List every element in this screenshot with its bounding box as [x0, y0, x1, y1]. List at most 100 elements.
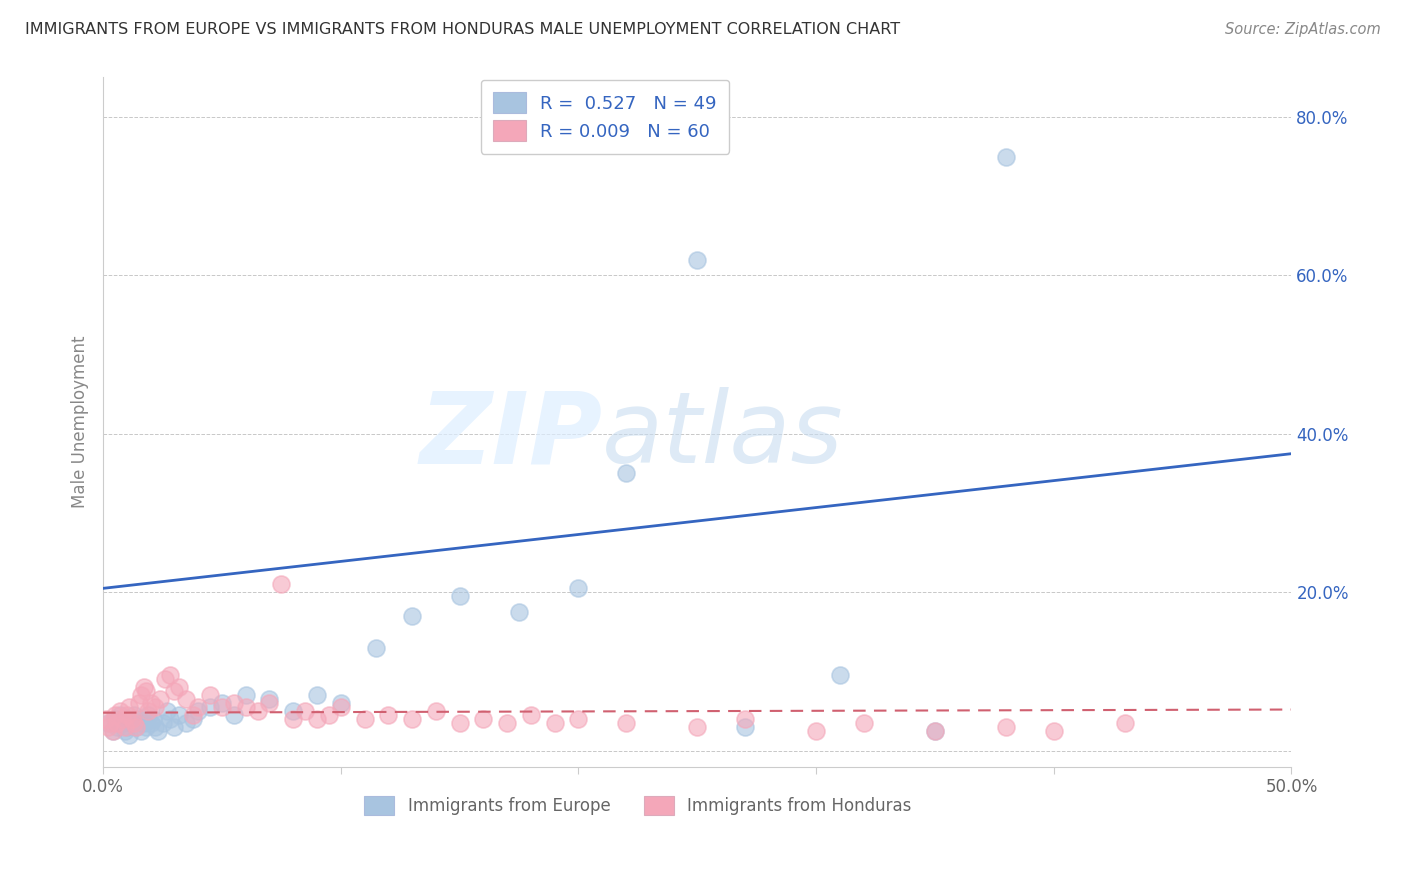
Point [118, 728, 141, 742]
Point [222, 708, 245, 723]
Point [97, 720, 120, 734]
Point [828, 668, 851, 682]
Point [94, 712, 117, 726]
Point [614, 467, 637, 481]
Point [259, 696, 281, 710]
Text: atlas: atlas [602, 387, 844, 484]
Point [425, 704, 447, 718]
Point [567, 582, 589, 596]
Point [614, 716, 637, 731]
Point [183, 708, 205, 723]
Point [136, 708, 159, 723]
Point [353, 712, 375, 726]
Point [121, 716, 143, 731]
Text: IMMIGRANTS FROM EUROPE VS IMMIGRANTS FROM HONDURAS MALE UNEMPLOYMENT CORRELATION: IMMIGRANTS FROM EUROPE VS IMMIGRANTS FRO… [25, 22, 900, 37]
Point [235, 688, 257, 702]
Point [567, 712, 589, 726]
Point [198, 700, 221, 714]
Point [125, 720, 148, 734]
Point [104, 712, 127, 726]
Point [121, 712, 143, 726]
Point [1042, 723, 1064, 738]
Point [520, 708, 543, 723]
Point [132, 681, 155, 695]
Point [115, 712, 138, 726]
Point [401, 712, 423, 726]
Point [924, 723, 946, 738]
Legend: Immigrants from Europe, Immigrants from Honduras: Immigrants from Europe, Immigrants from … [356, 788, 920, 823]
Text: ZIP: ZIP [419, 387, 602, 484]
Point [305, 688, 328, 702]
Point [804, 723, 827, 738]
Point [176, 716, 198, 731]
Point [159, 712, 181, 726]
Point [122, 708, 145, 723]
Point [852, 716, 875, 731]
Point [283, 712, 305, 726]
Point [167, 708, 190, 723]
Point [329, 696, 352, 710]
Point [136, 704, 159, 718]
Point [259, 692, 281, 706]
Point [125, 720, 148, 734]
Point [318, 708, 340, 723]
Point [111, 712, 134, 726]
Point [377, 708, 399, 723]
Point [129, 688, 152, 702]
Point [128, 696, 150, 710]
Point [187, 704, 209, 718]
Point [163, 720, 186, 734]
Point [222, 696, 245, 710]
Text: Source: ZipAtlas.com: Source: ZipAtlas.com [1225, 22, 1381, 37]
Point [508, 605, 530, 619]
Point [496, 716, 519, 731]
Point [294, 704, 316, 718]
Point [283, 704, 305, 718]
Point [235, 700, 257, 714]
Point [1114, 716, 1136, 731]
Point [128, 712, 150, 726]
Point [211, 696, 233, 710]
Point [163, 684, 186, 698]
Point [135, 684, 157, 698]
Y-axis label: Male Unemployment: Male Unemployment [72, 335, 89, 508]
Point [187, 700, 209, 714]
Point [135, 720, 157, 734]
Point [167, 681, 190, 695]
Point [153, 673, 176, 687]
Point [115, 720, 138, 734]
Point [108, 708, 131, 723]
Point [101, 723, 124, 738]
Point [129, 723, 152, 738]
Point [105, 716, 128, 731]
Point [686, 720, 709, 734]
Point [108, 704, 131, 718]
Point [149, 692, 172, 706]
Point [98, 716, 121, 731]
Point [183, 712, 205, 726]
Point [995, 150, 1018, 164]
Point [114, 723, 136, 738]
Point [145, 700, 167, 714]
Point [132, 716, 155, 731]
Point [104, 708, 127, 723]
Point [156, 704, 179, 718]
Point [924, 723, 946, 738]
Point [145, 720, 167, 734]
Point [449, 589, 471, 603]
Point [114, 720, 136, 734]
Point [472, 712, 495, 726]
Point [246, 704, 269, 718]
Point [544, 716, 567, 731]
Point [105, 720, 128, 734]
Point [122, 716, 145, 731]
Point [146, 723, 169, 738]
Point [211, 700, 233, 714]
Point [142, 712, 165, 726]
Point [139, 696, 162, 710]
Point [734, 720, 756, 734]
Point [686, 252, 709, 267]
Point [449, 716, 471, 731]
Point [366, 640, 388, 655]
Point [176, 692, 198, 706]
